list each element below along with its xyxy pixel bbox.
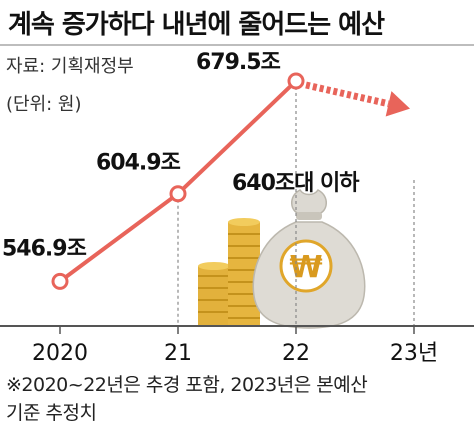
title-divider	[0, 44, 474, 46]
x-tick-label-1: 21	[164, 341, 192, 366]
value-label-1: 604.9조	[96, 151, 181, 176]
value-label-2: 679.5조	[196, 50, 281, 75]
coin-stacks-icon	[198, 218, 260, 326]
x-tick-label-3: 23년	[390, 341, 438, 366]
value-label-3: 640조대 이하	[232, 171, 360, 196]
source-text: 자료: 기획재정부	[6, 56, 134, 77]
money-bag-icon: ₩	[252, 189, 366, 329]
forecast-arrowhead	[385, 91, 410, 117]
x-tick-label-2: 22	[282, 341, 310, 366]
forecast-dashed-line	[305, 81, 390, 108]
value-label-0: 546.9조	[2, 236, 87, 261]
data-point-21	[169, 185, 187, 203]
x-tick-label-0: 2020	[32, 341, 88, 366]
series-line-segment-0	[58, 191, 180, 284]
svg-text:₩: ₩	[289, 250, 322, 285]
footnote-line-2: 기준 추정치	[6, 402, 97, 424]
footnote-line-1: ※2020~22년은 추경 포함, 2023년은 본예산	[6, 374, 368, 396]
data-point-2020	[51, 272, 69, 290]
series-line-segment-1	[176, 78, 298, 196]
chart-title: 계속 증가하다 내년에 줄어드는 예산	[8, 10, 385, 40]
data-point-22	[287, 72, 305, 90]
unit-text: (단위: 원)	[6, 94, 82, 115]
